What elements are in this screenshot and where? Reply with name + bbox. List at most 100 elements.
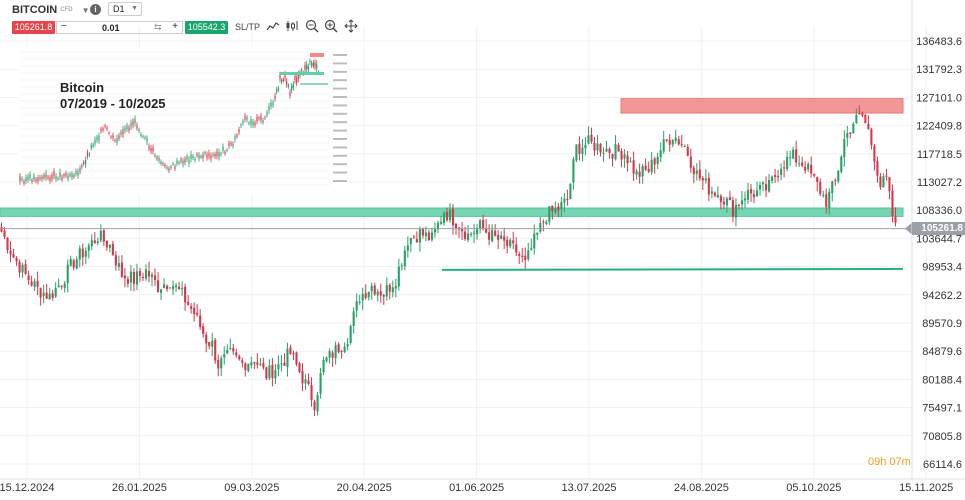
inset-y-tick	[333, 129, 347, 132]
candle-body	[0, 226, 3, 232]
candle-body	[473, 232, 476, 234]
timeframe-select[interactable]: D1 ▼	[108, 2, 142, 16]
candle-body	[39, 287, 42, 298]
inset-candle-body	[200, 155, 202, 158]
y-tick-label: 94262.2	[922, 290, 962, 302]
candle-body	[789, 157, 792, 159]
candle-body	[677, 139, 680, 145]
candle-body	[409, 238, 412, 245]
candle-body	[885, 175, 888, 177]
candle-body	[722, 201, 725, 205]
inset-candle-body	[110, 136, 112, 138]
quantity-stepper[interactable]: − 0.01 ⇆ +	[56, 21, 183, 34]
quantity-value[interactable]: 0.01	[102, 23, 120, 33]
candle-body	[743, 198, 747, 201]
reset-icon[interactable]: ⇆	[154, 22, 162, 32]
overlays	[0, 222, 912, 271]
candle-body	[710, 191, 713, 194]
candle-body	[671, 139, 674, 145]
candle-body	[804, 166, 807, 171]
sltp-button[interactable]: SL/TP	[235, 22, 261, 32]
candle-countdown: 09h 07m	[868, 456, 911, 468]
increase-quantity-button[interactable]: +	[172, 21, 178, 32]
candle-body	[701, 178, 704, 181]
buy-button[interactable]: 105542.3	[185, 21, 228, 34]
candle-body	[638, 171, 641, 177]
inset-y-tick	[333, 62, 347, 65]
inset-candle-body	[65, 172, 67, 176]
inset-candle-body	[160, 161, 162, 164]
candle-body	[75, 259, 78, 269]
candle-body	[683, 145, 686, 147]
inset-candle-body	[248, 122, 250, 124]
candle-body	[647, 168, 650, 172]
inset-candle-body	[182, 160, 184, 165]
candle-body	[334, 345, 337, 359]
candle-body	[569, 183, 572, 200]
candle-body	[397, 266, 400, 287]
inset-candle-body	[184, 158, 186, 163]
inset-candle-body	[242, 120, 244, 124]
candles-icon[interactable]	[285, 19, 299, 33]
y-tick-label: 108336.0	[916, 205, 962, 217]
candle-body	[575, 144, 578, 161]
sell-button[interactable]: 105261.8	[12, 21, 55, 34]
zoom-out-icon[interactable]	[305, 19, 319, 33]
inset-candle-body	[296, 78, 298, 83]
candle-body	[358, 301, 361, 303]
inset-candle-body	[174, 166, 176, 169]
inset-candle-body	[85, 159, 87, 165]
inset-support-zone	[280, 72, 324, 75]
candle-body	[45, 292, 48, 299]
decrease-quantity-button[interactable]: −	[61, 21, 67, 32]
candle-body	[217, 359, 220, 369]
candle-body	[737, 204, 741, 206]
candle-body	[289, 347, 292, 355]
inset-candle-body	[238, 129, 240, 133]
inset-candle-body	[98, 135, 100, 141]
candle-body	[415, 239, 418, 243]
inset-candle-body	[284, 73, 286, 79]
candle-body	[135, 271, 139, 285]
inset-candle-body	[90, 145, 92, 149]
inset-candle-body	[124, 127, 126, 132]
candle-body	[84, 250, 87, 257]
candle-body	[521, 255, 524, 257]
inset-candle-body	[186, 156, 188, 160]
inset-candle-body	[148, 145, 150, 149]
symbol-selector[interactable]: BITCOIN CFD ▼	[12, 4, 90, 16]
y-tick-label: 117718.5	[917, 149, 962, 161]
inset-candle-body	[134, 118, 136, 124]
candle-body	[105, 240, 108, 248]
candle-body	[599, 143, 602, 153]
candle-body	[181, 288, 184, 290]
inset-candle-body	[236, 135, 238, 137]
move-icon[interactable]	[344, 19, 358, 33]
inset-candle-body	[311, 62, 313, 66]
candle-body	[584, 144, 587, 149]
inset-candle-body	[264, 117, 266, 119]
y-tick-label: 75497.1	[922, 403, 962, 415]
info-icon[interactable]: i	[90, 4, 101, 15]
candle-body	[48, 293, 51, 300]
inset-candle-body	[204, 152, 206, 154]
countdown-hours: 09h	[868, 456, 887, 468]
inset-y-tick	[333, 54, 347, 56]
candle-body	[801, 162, 804, 167]
countdown-minutes: 07m	[889, 456, 911, 468]
inset-candle-body	[162, 163, 164, 165]
chart-type-icon[interactable]	[266, 19, 280, 33]
candle-body	[433, 228, 436, 233]
inset-candle-body	[92, 144, 94, 147]
inset-candle-body	[230, 142, 232, 145]
candle-body	[641, 166, 644, 177]
candle-body	[758, 184, 762, 190]
inset-candle-body	[309, 60, 311, 63]
inset-candle-body	[220, 153, 222, 155]
zoom-in-icon[interactable]	[324, 19, 338, 33]
inset-candle-body	[202, 154, 204, 159]
x-tick-label: 13.07.2025	[561, 482, 616, 494]
candle-body	[159, 289, 163, 293]
inset-candle-body	[31, 180, 33, 182]
